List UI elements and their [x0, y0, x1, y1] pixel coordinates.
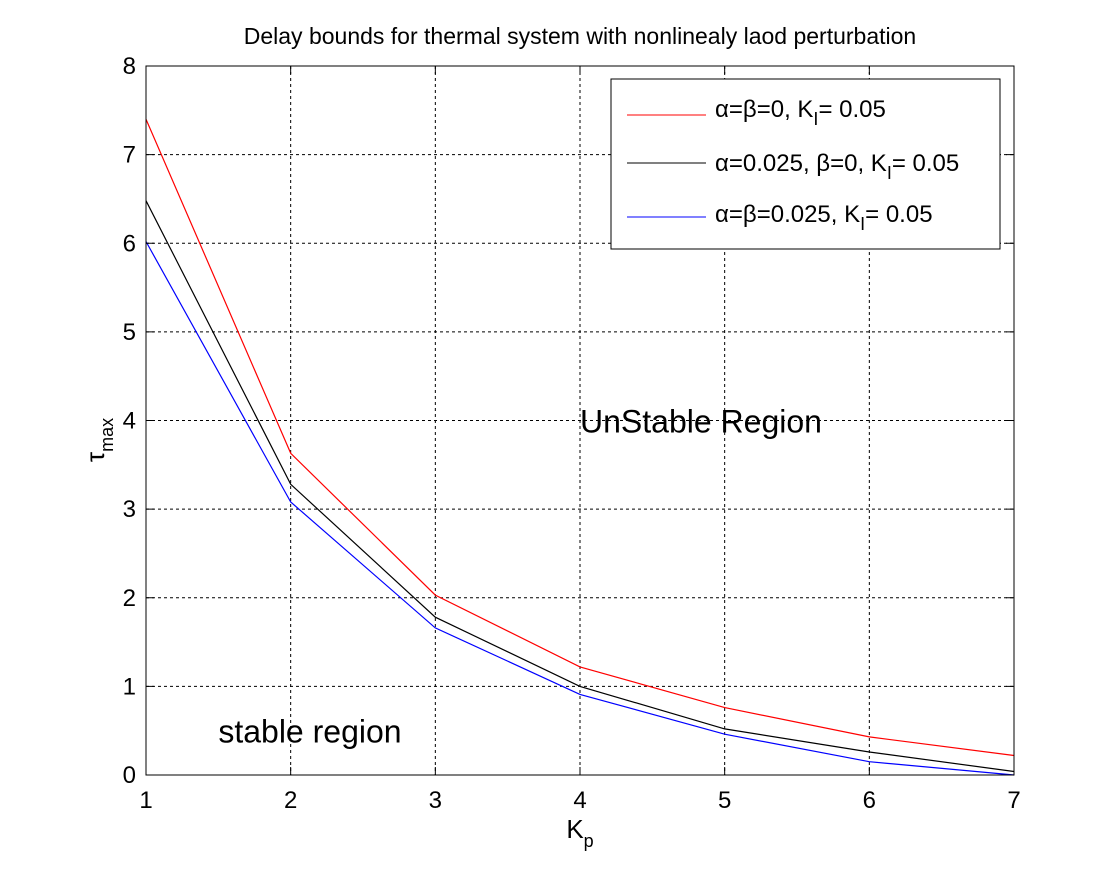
x-axis-label: Kp: [566, 814, 593, 851]
y-tick-label: 3: [123, 496, 136, 523]
x-tick-label: 2: [284, 787, 297, 814]
y-tick-label: 7: [123, 142, 136, 169]
x-tick-label: 4: [573, 787, 586, 814]
y-axis-label-sub: max: [97, 418, 117, 452]
chart-title: Delay bounds for thermal system with non…: [244, 23, 916, 49]
y-tick-label: 5: [123, 319, 136, 346]
x-axis-label-sub: p: [584, 831, 594, 851]
legend-label-series-2: α=β=0.025, KI= 0.05: [715, 201, 933, 234]
legend-label-series-0: α=β=0, KI= 0.05: [715, 96, 886, 129]
x-tick-label: 5: [718, 787, 731, 814]
y-tick-label: 8: [123, 53, 136, 80]
y-axis-label: τmax: [80, 418, 117, 462]
series-line-2: [145, 241, 1015, 776]
x-tick-label: 3: [429, 787, 442, 814]
x-tick-label: 1: [139, 787, 152, 814]
stable-region-annotation: stable region: [218, 714, 401, 750]
y-axis-label-main: τ: [80, 451, 110, 462]
legend: α=β=0, KI= 0.05 α=0.025, β=0, KI= 0.05 α…: [610, 78, 1001, 250]
y-tick-label: 4: [123, 408, 136, 435]
x-axis-label-main: K: [566, 814, 584, 844]
series-lines: [145, 118, 1015, 776]
y-tick-label: 2: [123, 585, 136, 612]
legend-box: [610, 78, 1001, 250]
series-line-1: [145, 200, 1015, 773]
y-axis-label-group: τmax: [80, 418, 117, 462]
x-tick-label: 7: [1007, 787, 1020, 814]
y-tick-label: 0: [123, 762, 136, 789]
legend-label-series-1: α=0.025, β=0, KI= 0.05: [715, 150, 959, 183]
y-tick-label: 1: [123, 673, 136, 700]
y-tick-label: 6: [123, 230, 136, 257]
series-line-0: [145, 118, 1015, 757]
x-tick-label: 6: [863, 787, 876, 814]
unstable-region-annotation: UnStable Region: [580, 404, 822, 440]
